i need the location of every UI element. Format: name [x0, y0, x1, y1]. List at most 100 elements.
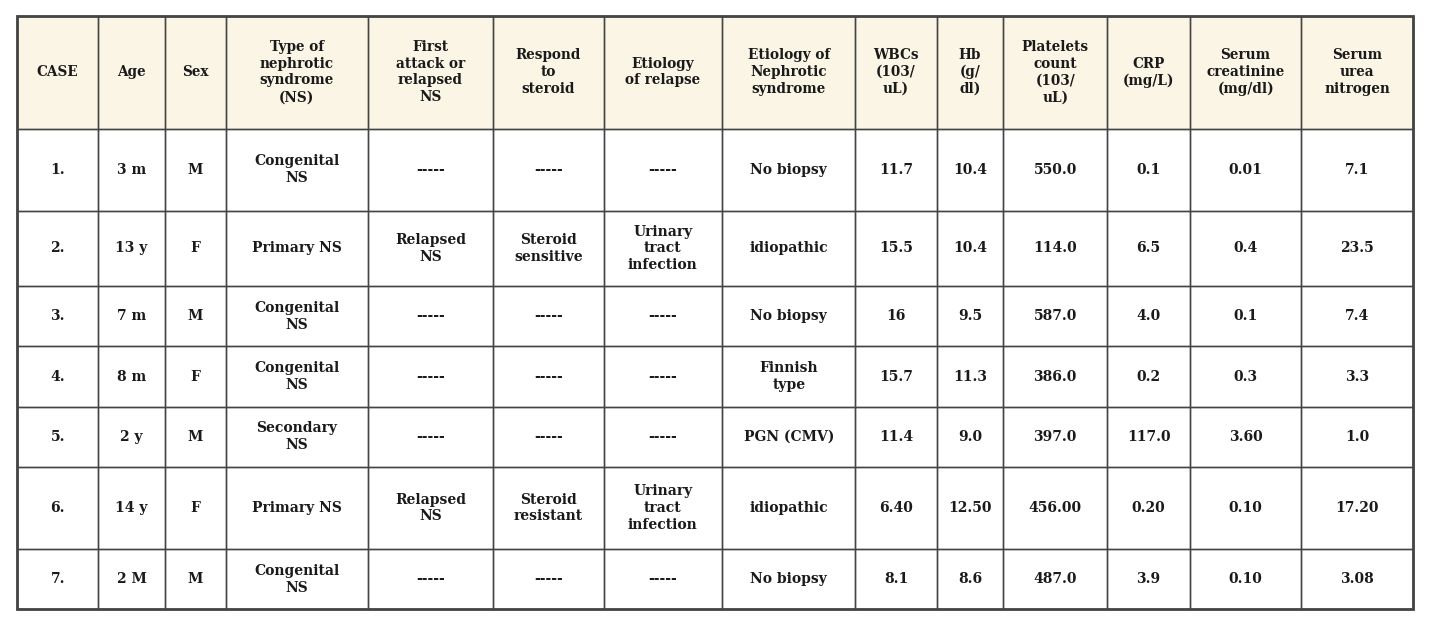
Text: CRP
(mg/L): CRP (mg/L) — [1123, 56, 1174, 88]
Bar — [603, 211, 722, 286]
Text: First
attack or
relapsed
NS: First attack or relapsed NS — [396, 40, 465, 104]
Bar — [493, 549, 603, 609]
Text: 8.1: 8.1 — [884, 572, 908, 586]
Text: Urinary
tract
infection: Urinary tract infection — [628, 225, 698, 272]
Bar — [17, 129, 99, 211]
Text: 0.10: 0.10 — [1228, 572, 1263, 586]
Bar — [368, 286, 493, 346]
Text: 0.2: 0.2 — [1137, 369, 1161, 384]
Text: 7.4: 7.4 — [1346, 309, 1369, 323]
Bar — [1002, 16, 1107, 129]
Text: 3.9: 3.9 — [1137, 572, 1161, 586]
Bar — [603, 286, 722, 346]
Bar — [855, 16, 937, 129]
Text: 7.: 7. — [50, 572, 64, 586]
Bar — [99, 549, 164, 609]
Text: 7 m: 7 m — [117, 309, 146, 323]
Text: -----: ----- — [535, 430, 563, 444]
Bar — [1107, 467, 1190, 549]
Bar — [368, 16, 493, 129]
Text: 114.0: 114.0 — [1034, 241, 1077, 256]
Bar — [1190, 467, 1301, 549]
Bar — [493, 467, 603, 549]
Text: 397.0: 397.0 — [1034, 430, 1077, 444]
Bar — [17, 549, 1413, 609]
Text: 16: 16 — [887, 309, 905, 323]
Text: 0.20: 0.20 — [1131, 501, 1165, 515]
Text: 0.10: 0.10 — [1228, 501, 1263, 515]
Text: 6.: 6. — [50, 501, 64, 515]
Bar — [99, 407, 164, 467]
Bar — [164, 407, 226, 467]
Text: -----: ----- — [416, 309, 445, 323]
Bar — [1002, 211, 1107, 286]
Text: 0.01: 0.01 — [1228, 162, 1263, 177]
Text: Steroid
sensitive: Steroid sensitive — [515, 233, 583, 264]
Text: 487.0: 487.0 — [1034, 572, 1077, 586]
Text: CASE: CASE — [37, 65, 79, 79]
Text: 1.0: 1.0 — [1346, 430, 1369, 444]
Text: -----: ----- — [416, 369, 445, 384]
Bar — [99, 286, 164, 346]
Text: Platelets
count
(103/
uL): Platelets count (103/ uL) — [1021, 40, 1088, 104]
Bar — [17, 286, 1413, 346]
Bar — [493, 211, 603, 286]
Text: M: M — [187, 309, 203, 323]
Bar — [937, 346, 1002, 407]
Bar — [164, 16, 226, 129]
Bar — [164, 467, 226, 549]
Text: 15.5: 15.5 — [879, 241, 912, 256]
Bar — [226, 467, 368, 549]
Bar — [722, 346, 855, 407]
Bar — [164, 346, 226, 407]
Text: 6.40: 6.40 — [879, 501, 912, 515]
Bar — [368, 549, 493, 609]
Bar — [1107, 549, 1190, 609]
Text: 550.0: 550.0 — [1034, 162, 1077, 177]
Text: 6.5: 6.5 — [1137, 241, 1161, 256]
Text: 12.50: 12.50 — [948, 501, 991, 515]
Text: Primary NS: Primary NS — [252, 241, 342, 256]
Bar — [17, 346, 99, 407]
Bar — [164, 129, 226, 211]
Text: 9.0: 9.0 — [958, 430, 982, 444]
Text: 0.4: 0.4 — [1234, 241, 1258, 256]
Bar — [99, 467, 164, 549]
Text: 7.1: 7.1 — [1346, 162, 1369, 177]
Bar — [1002, 549, 1107, 609]
Bar — [937, 467, 1002, 549]
Text: 3 m: 3 m — [117, 162, 146, 177]
Text: idiopathic: idiopathic — [749, 241, 828, 256]
Text: 8.6: 8.6 — [958, 572, 982, 586]
Text: 5.: 5. — [50, 430, 64, 444]
Text: 3.60: 3.60 — [1228, 430, 1263, 444]
Bar — [1002, 407, 1107, 467]
Bar — [226, 16, 368, 129]
Bar — [1107, 16, 1190, 129]
Bar — [1301, 286, 1413, 346]
Text: F: F — [190, 369, 200, 384]
Bar — [1190, 286, 1301, 346]
Text: PGN (CMV): PGN (CMV) — [744, 430, 834, 444]
Text: -----: ----- — [535, 309, 563, 323]
Text: Urinary
tract
infection: Urinary tract infection — [628, 484, 698, 532]
Bar — [368, 129, 493, 211]
Bar — [99, 346, 164, 407]
Bar — [493, 407, 603, 467]
Text: 23.5: 23.5 — [1340, 241, 1374, 256]
Text: 11.7: 11.7 — [879, 162, 912, 177]
Bar — [17, 211, 99, 286]
Text: Congenital
NS: Congenital NS — [255, 361, 339, 392]
Bar — [937, 286, 1002, 346]
Bar — [17, 346, 1413, 407]
Text: 14 y: 14 y — [116, 501, 147, 515]
Text: F: F — [190, 501, 200, 515]
Text: Sex: Sex — [182, 65, 209, 79]
Text: 8 m: 8 m — [117, 369, 146, 384]
Bar — [1190, 211, 1301, 286]
Bar — [17, 16, 99, 129]
Bar — [17, 467, 1413, 549]
Bar — [1301, 549, 1413, 609]
Bar — [1301, 129, 1413, 211]
Bar — [722, 16, 855, 129]
